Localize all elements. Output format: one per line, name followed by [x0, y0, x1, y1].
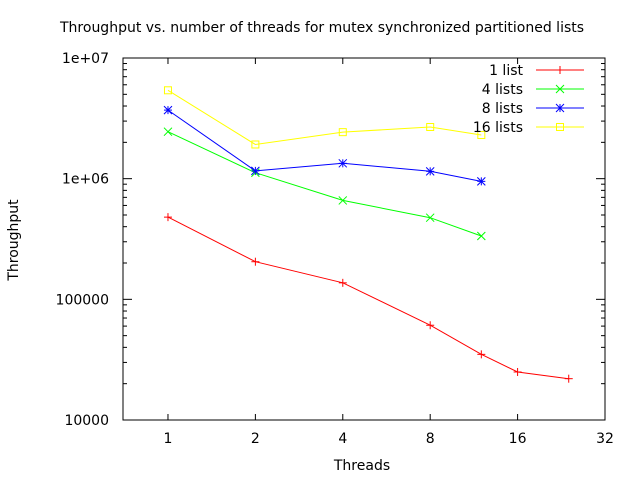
data-point: [477, 131, 486, 140]
marker-stroke: [477, 131, 486, 140]
marker-stroke: [476, 231, 486, 241]
marker-stroke: [425, 166, 435, 176]
x-tick-label: 2: [251, 431, 260, 447]
series-line: [167, 131, 482, 237]
data-point: [163, 105, 173, 115]
data-point: [251, 140, 260, 149]
marker-stroke: [338, 196, 348, 205]
y-tick-label: 100000: [56, 292, 109, 308]
x-tick-label: 8: [426, 431, 435, 447]
legend-label: 4 lists: [482, 82, 523, 98]
marker-stroke: [163, 86, 172, 95]
y-tick-label: 10000: [64, 413, 109, 429]
series-line: [167, 216, 569, 380]
y-axis-label: Throughput: [6, 199, 22, 282]
legend-label: 16 lists: [473, 120, 523, 136]
y-tick-label: 1e+06: [62, 172, 109, 188]
plot-frame: [122, 57, 606, 421]
data-point: [513, 367, 522, 376]
data-point: [555, 103, 565, 113]
marker-stroke: [338, 158, 348, 168]
x-tick-label: 16: [509, 431, 527, 447]
data-point: [556, 66, 564, 74]
x-axis-label: Threads: [333, 458, 390, 474]
data-point: [426, 123, 435, 132]
marker-stroke: [163, 105, 173, 115]
data-point: [425, 166, 435, 176]
y-tick-label: 1e+07: [62, 51, 109, 67]
data-point: [338, 196, 348, 205]
data-point: [163, 86, 172, 95]
data-point: [426, 321, 435, 330]
series-line: [167, 109, 482, 182]
marker-stroke: [555, 84, 565, 94]
series-line: [167, 89, 482, 146]
marker-stroke: [251, 140, 260, 149]
x-tick-label: 1: [164, 431, 173, 447]
marker-stroke: [556, 123, 564, 131]
data-point: [425, 213, 435, 223]
marker-stroke: [426, 123, 435, 132]
marker-stroke: [555, 103, 565, 113]
x-tick-label: 4: [338, 431, 347, 447]
data-point: [251, 257, 260, 266]
data-point: [338, 278, 347, 287]
marker-stroke: [338, 128, 347, 137]
legend-label: 1 list: [489, 63, 523, 79]
data-point: [476, 231, 486, 241]
marker-stroke: [425, 213, 435, 223]
data-point: [477, 350, 486, 359]
series-layer: [163, 86, 573, 383]
marker-stroke: [251, 166, 260, 176]
legend-label: 8 lists: [482, 101, 523, 117]
data-point: [564, 374, 573, 383]
data-point: [555, 84, 565, 94]
marker-stroke: [163, 127, 173, 137]
axis-ticks: 1 2 4 8 16 32 10000 100000 1e+06 1e+07: [56, 51, 614, 447]
data-point: [556, 123, 564, 131]
data-point: [163, 127, 173, 137]
data-point: [251, 166, 260, 176]
marker-stroke: [476, 177, 486, 186]
data-point: [476, 177, 486, 186]
legend: 1 list 4 lists 8 lists 16 lists: [473, 63, 584, 136]
data-point: [163, 213, 172, 222]
data-point: [338, 158, 348, 168]
x-tick-label: 32: [596, 431, 614, 447]
chart-title: Throughput vs. number of threads for mut…: [59, 20, 584, 36]
data-point: [338, 128, 347, 137]
